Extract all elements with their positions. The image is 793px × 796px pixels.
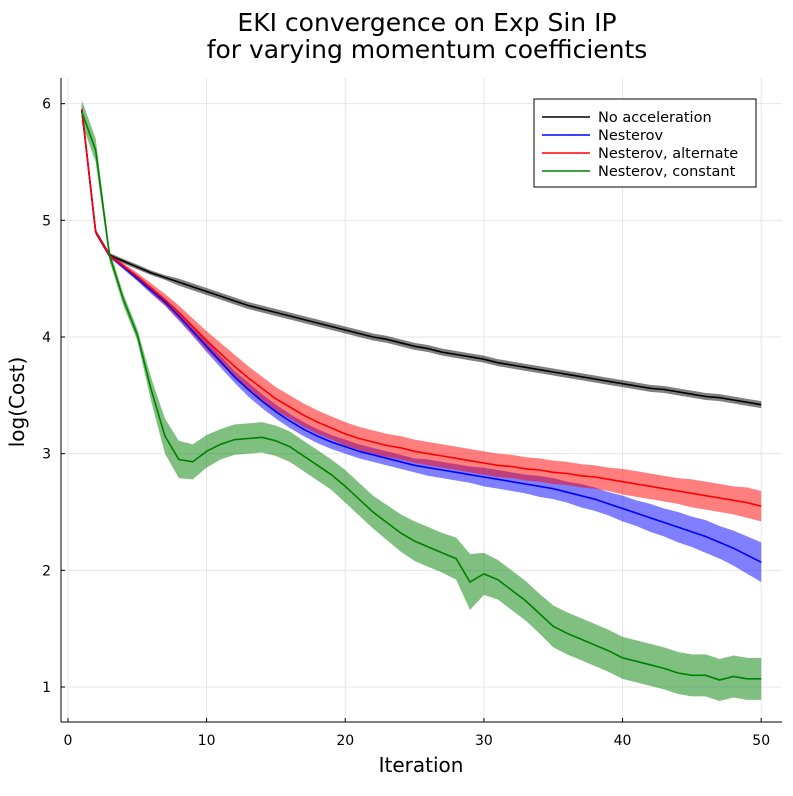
x-tick-label: 20 — [336, 733, 354, 749]
confidence-bands — [81, 100, 762, 701]
legend-label: Nesterov, constant — [598, 164, 736, 180]
y-tick-label: 6 — [42, 97, 51, 113]
x-tick-label: 0 — [63, 733, 72, 749]
y-axis-label: log(Cost) — [5, 357, 29, 448]
x-tick-label: 50 — [752, 733, 770, 749]
y-tick-label: 2 — [42, 563, 51, 579]
legend-label: Nesterov, alternate — [598, 146, 738, 162]
line-series-0 — [81, 109, 762, 406]
legend-box — [533, 98, 757, 188]
tick-labels: 0 10 20 30 40 50 1 2 3 4 5 6 — [42, 97, 770, 749]
chart-title-line-2: for varying momentum coefficients — [207, 35, 648, 64]
line-series-1 — [81, 109, 762, 563]
legend: No acceleration Nesterov Nesterov, alterna… — [533, 98, 757, 188]
line-series-2 — [81, 109, 762, 507]
band-series-3 — [81, 100, 762, 701]
x-axis-label: Iteration — [379, 753, 464, 777]
y-tick-label: 1 — [42, 680, 51, 696]
chart-title-line-1: EKI convergence on Exp Sin IP — [237, 8, 616, 37]
axes — [60, 78, 782, 723]
series-lines — [81, 109, 762, 681]
y-tick-label: 5 — [42, 213, 51, 229]
y-tick-label: 3 — [42, 447, 51, 463]
y-tick-label: 4 — [42, 330, 51, 346]
line-series-3 — [81, 111, 762, 681]
x-tick-label: 10 — [198, 733, 216, 749]
band-series-1 — [81, 104, 762, 582]
legend-label: No acceleration — [598, 110, 712, 126]
x-tick-label: 30 — [475, 733, 493, 749]
legend-label: Nesterov — [598, 128, 663, 144]
band-series-2 — [81, 104, 762, 522]
x-tick-label: 40 — [614, 733, 632, 749]
